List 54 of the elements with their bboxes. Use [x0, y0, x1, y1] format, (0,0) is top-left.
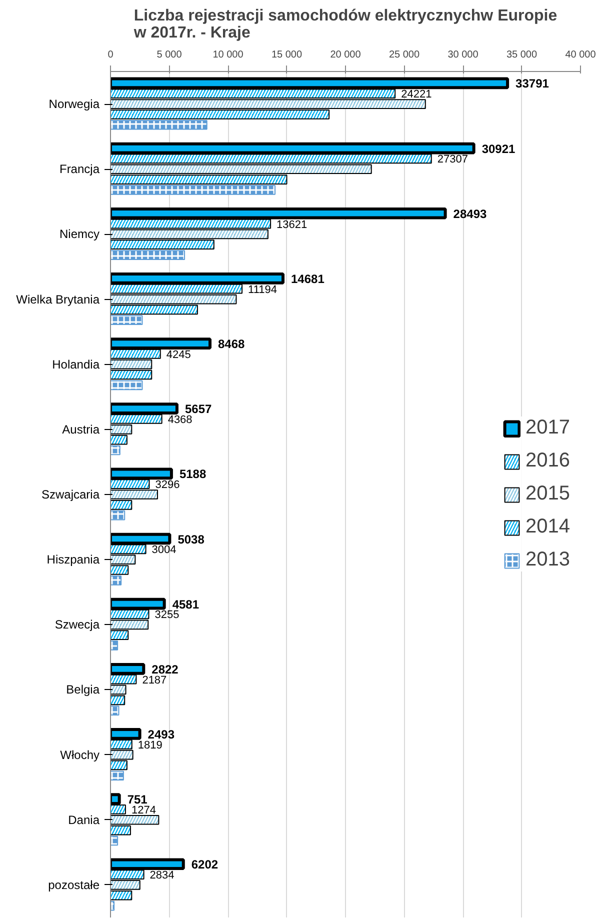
- y-tick-label: Francja: [59, 162, 100, 176]
- data-label: 3255: [154, 609, 180, 622]
- data-label: 11194: [248, 284, 277, 296]
- x-tick-label: 30 000: [448, 50, 479, 60]
- y-tick-label: Wielka Brytania: [16, 292, 100, 306]
- data-label: 4368: [168, 414, 192, 426]
- data-label: 3296: [155, 479, 180, 492]
- data-label: 8468: [218, 337, 246, 352]
- data-label: 3004: [152, 544, 176, 556]
- data-label: 27307: [437, 154, 468, 166]
- data-label: 2834: [150, 870, 174, 882]
- x-tick-label: 0: [108, 50, 114, 60]
- data-label: 33791: [516, 76, 550, 91]
- x-tick-label: 15 000: [271, 50, 302, 60]
- legend-label: 2014: [526, 516, 570, 538]
- data-label: 5657: [184, 402, 212, 416]
- y-tick-label: Dania: [68, 812, 100, 827]
- legend-label: 2016: [526, 450, 570, 472]
- data-label: 14681: [291, 272, 325, 286]
- y-tick-label: Holandia: [52, 357, 100, 372]
- x-tick-label: 5 000: [156, 50, 182, 60]
- chart-title: Liczba rejestracji samochodów elektrycznychw Europie w 2017r. - Kraje: [132, 8, 558, 42]
- legend-label: 2017: [526, 416, 570, 440]
- y-tick-label: Niemcy: [60, 227, 100, 242]
- y-tick-label: Włochy: [60, 748, 100, 762]
- y-tick-label: Norwegia: [48, 97, 100, 112]
- data-label: 4581: [172, 597, 200, 612]
- data-label: 1274: [131, 804, 156, 816]
- data-label: 5188: [179, 467, 206, 482]
- data-label: 2493: [148, 727, 175, 742]
- y-tick-label: pozostałe: [48, 878, 100, 892]
- data-label: 24221: [401, 88, 432, 101]
- y-tick-label: Szwajcaria: [41, 488, 100, 502]
- data-label: 5038: [178, 532, 205, 546]
- y-tick-label: Austria: [62, 422, 100, 436]
- data-label: 30921: [482, 142, 516, 156]
- data-label: 1819: [138, 739, 162, 752]
- data-label: 4245: [166, 348, 191, 361]
- x-tick-label: 25 000: [388, 50, 420, 60]
- y-tick-label: Szwecja: [54, 618, 100, 632]
- x-tick-label: 20 000: [330, 50, 362, 60]
- data-label: 751: [127, 792, 148, 807]
- x-tick-label: 35 000: [506, 50, 538, 60]
- data-label: 13621: [276, 218, 308, 231]
- data-label: 2822: [152, 662, 179, 676]
- data-label: 6202: [191, 858, 218, 872]
- legend-label: 2015: [526, 482, 570, 506]
- data-label: 28493: [453, 206, 487, 221]
- data-label: 2187: [142, 674, 167, 686]
- y-tick-label: Belgia: [66, 682, 100, 697]
- x-tick-label: 40 000: [565, 50, 596, 60]
- legend-label: 2013: [526, 548, 570, 572]
- y-tick-label: Hiszpania: [46, 552, 100, 567]
- x-tick-label: 10 000: [212, 50, 244, 60]
